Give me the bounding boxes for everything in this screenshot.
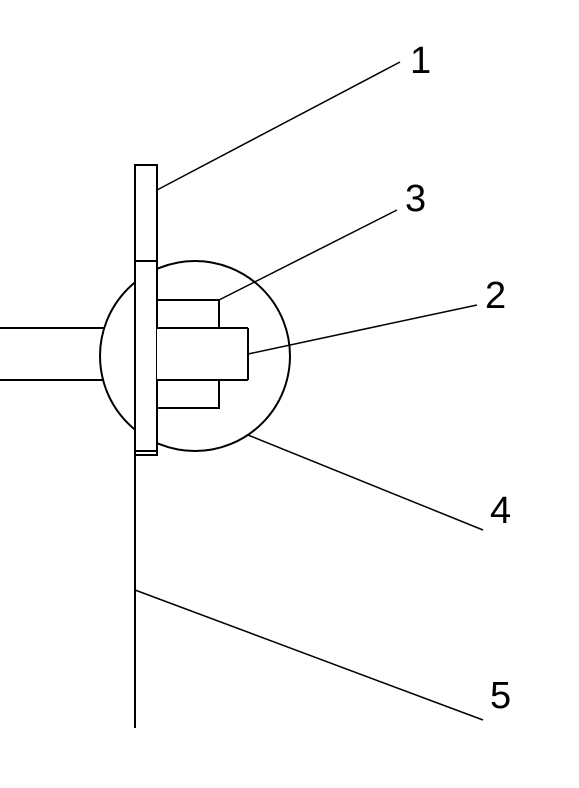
leader-1 [157,62,400,190]
diagram-svg [0,0,579,783]
leader-5 [135,590,483,720]
leader-4 [248,435,483,530]
technical-diagram: 1 3 2 4 5 [0,0,579,783]
leader-3 [219,210,397,300]
label-2: 2 [485,275,506,318]
plate-overlay [135,261,157,451]
label-1: 1 [410,40,431,83]
label-3: 3 [405,178,426,221]
label-4: 4 [490,490,511,533]
label-5: 5 [490,675,511,718]
